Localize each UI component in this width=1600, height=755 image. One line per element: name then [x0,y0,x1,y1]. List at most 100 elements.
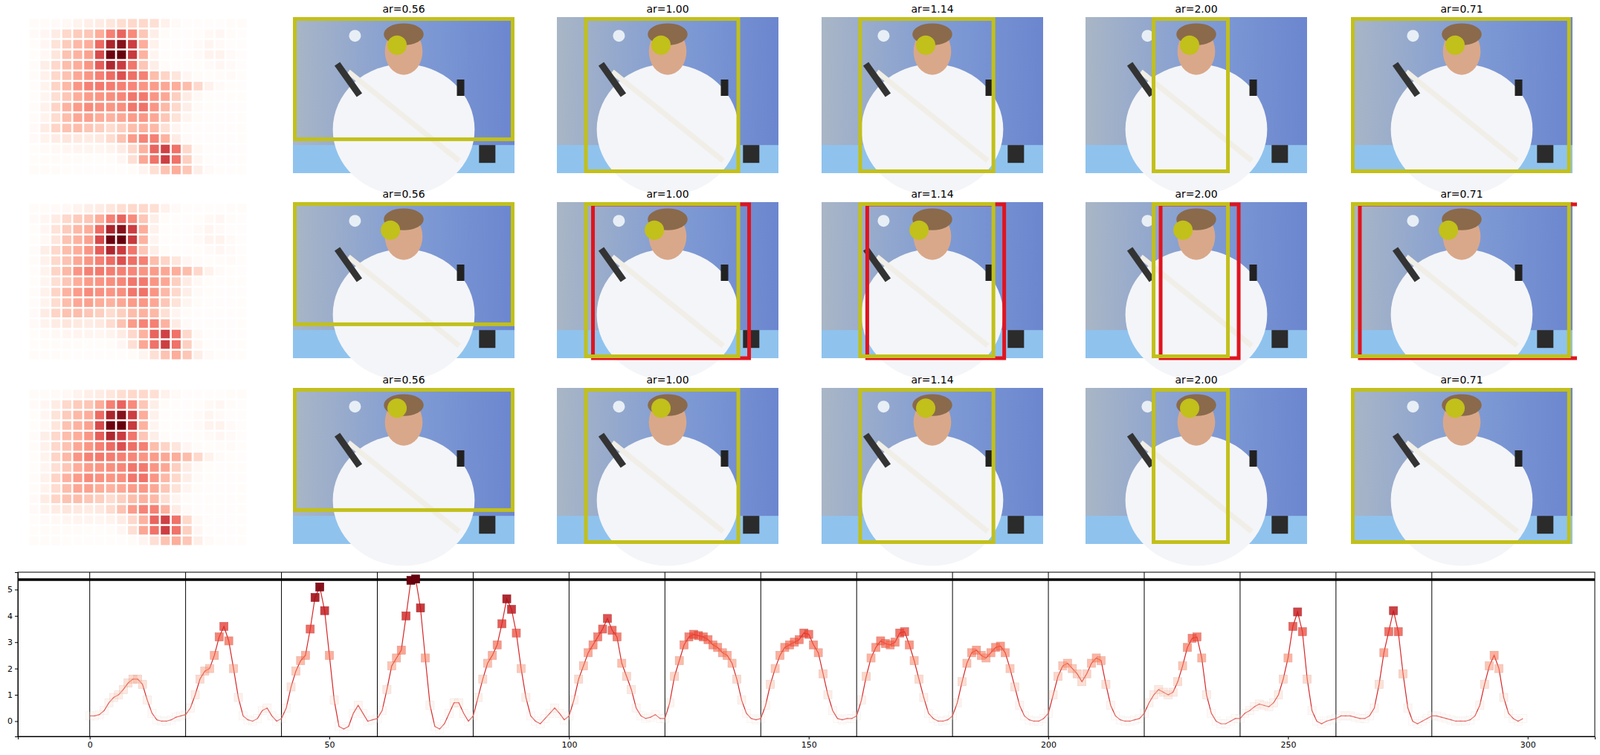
heatmap-cell [160,287,170,297]
heatmap-cell [226,204,236,214]
heatmap-cell [171,536,181,546]
crop-box [860,19,994,172]
marker [919,693,928,702]
heatmap-cell [73,113,83,122]
heatmap-cell [51,400,61,410]
crop-box [1153,390,1229,543]
heatmap-cell [84,287,93,297]
heatmap-cell [204,505,214,515]
heatmap-cell [127,309,137,319]
heatmap-cell [215,214,225,224]
y-tick-label: 5 [7,585,13,595]
heatmap-cell [182,50,192,60]
y-tick: 2 [7,664,18,675]
heatmap-cell [51,225,61,235]
marker [852,712,861,721]
marker [1470,712,1479,721]
panel [1085,202,1308,380]
heatmap-cell [204,19,214,29]
heatmap-cell [215,484,225,493]
heatmap-cell [226,484,236,493]
photo-ball [612,29,625,42]
heatmap-cell [193,350,203,360]
heatmap-cell [237,473,247,483]
heatmap-cell [116,266,126,276]
heatmap-cell [226,50,236,60]
marker [195,675,204,684]
heatmap-cell [193,50,203,60]
heatmap-cell [226,40,236,50]
panel-title: ar=2.00 [1174,373,1218,386]
heatmap-cell [95,214,105,224]
heatmap-cell [106,277,116,287]
photo-ball [877,400,890,413]
heatmap-cell [51,526,61,536]
heatmap-cell [150,256,160,266]
marker [377,707,386,716]
heatmap-cell [204,330,214,340]
heatmap-cell [73,266,83,276]
heatmap-cell [215,256,225,266]
focus-point [1438,220,1458,241]
heatmap-cell [226,473,236,483]
heatmap-cell [29,225,39,235]
x-tick: 0 [87,736,93,751]
heatmap-cell [182,165,192,175]
marker [469,712,478,721]
heatmap-cell [127,113,137,122]
heatmap-cell [73,431,83,441]
heatmap-cell [193,463,203,473]
heatmap-cell [226,81,236,91]
heatmap-cell [182,246,192,256]
crop-boxes [1153,204,1240,360]
heatmap-cell [62,256,72,266]
marker [1140,709,1149,718]
heatmap-cell [226,390,236,400]
marker [574,675,583,684]
alt-crop-box [1359,204,1577,359]
photo-ball [348,400,361,413]
heatmap-cell [62,102,72,112]
photo-stick [1141,257,1253,347]
heatmap-cell [237,71,247,81]
heatmap-cell [73,309,83,319]
heatmap-cell [237,484,247,493]
heatmap-cell [51,204,61,214]
heatmap-cell [171,515,181,525]
heatmap-cell [84,495,93,505]
heatmap-cell [95,431,105,441]
photo-stick-head [866,249,889,281]
heatmap-cell [204,71,214,81]
crop-box [1153,19,1229,172]
marker [1278,675,1287,684]
heatmap-cell [139,19,148,29]
heatmap-cell [95,71,105,81]
heatmap-cell [139,505,148,515]
heatmap-cell [237,536,247,546]
heatmap-cell [237,113,247,122]
heatmap-cell [193,431,203,441]
heatmap-cell [106,214,116,224]
heatmap-cell [237,235,247,245]
heatmap-cell [226,277,236,287]
heatmap-cell [40,144,50,154]
heatmap-cell [40,71,50,81]
heatmap-cell [116,92,126,102]
heatmap-cell [116,298,126,308]
heatmap-cell [84,266,93,276]
photo-stick-head [1395,63,1418,96]
panel [292,202,515,380]
heatmap-cell [226,452,236,462]
photo-ball [612,400,625,413]
heatmap-cell [73,473,83,483]
y-tick-mark [14,589,18,591]
heatmap-cell [193,144,203,154]
heatmap-cell [116,165,126,175]
heatmap-cell [29,277,39,287]
heatmap-cell [139,309,148,319]
heatmap-cell [40,287,50,297]
heatmap-cell [51,81,61,91]
marker [286,683,296,692]
heatmap-cell [40,81,50,91]
heatmap-cell [29,50,39,60]
